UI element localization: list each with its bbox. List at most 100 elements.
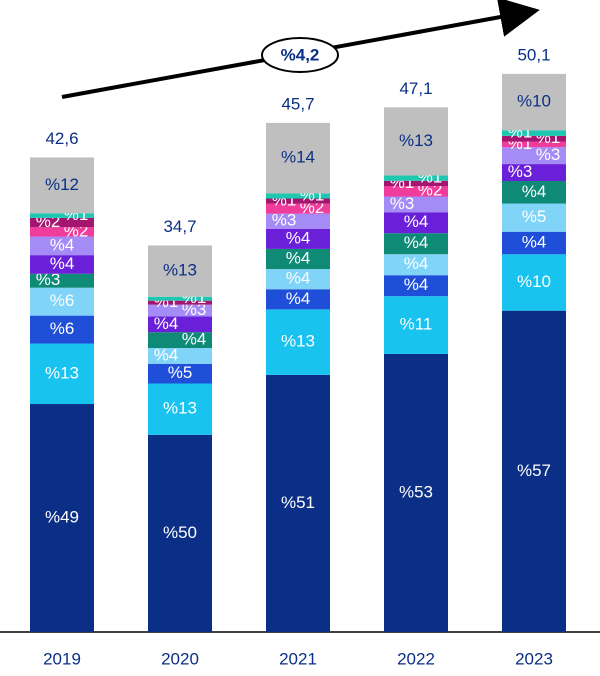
segment-label: %4: [154, 314, 179, 333]
total-label: 34,7: [163, 217, 196, 236]
bar-segment: [266, 228, 330, 249]
bar-segment: [266, 122, 330, 194]
bar-segment: [384, 175, 448, 181]
segment-label: %4: [286, 269, 311, 288]
bar-segment: [384, 107, 448, 176]
segment-label: %4: [50, 254, 75, 273]
bar-segment: [148, 316, 212, 333]
segment-label: %13: [163, 399, 197, 418]
x-tick-label: 2022: [397, 649, 435, 668]
segment-label: %4: [522, 232, 547, 251]
bar-segment: [148, 245, 212, 297]
segment-label: %57: [517, 461, 551, 480]
bar-segment: [502, 135, 566, 142]
segment-label: %3: [508, 162, 533, 181]
bar-segment: [502, 254, 566, 311]
bar-segment: [266, 374, 330, 632]
segment-label: %4: [286, 248, 311, 267]
bar-segment: [384, 196, 448, 213]
bar-segment: [502, 141, 566, 148]
bar-segment: [266, 309, 330, 375]
bar-segment: [502, 203, 566, 232]
x-tick-label: 2021: [279, 649, 317, 668]
bar-segment: [384, 275, 448, 297]
bar-segment: [266, 198, 330, 204]
segment-label: %14: [281, 148, 315, 167]
annotation-bubble: [261, 37, 339, 73]
bar-segment: [30, 213, 94, 218]
segment-label: %4: [50, 235, 75, 254]
segment-label: %13: [163, 261, 197, 280]
bar-segment: [384, 233, 448, 255]
segment-label: %10: [517, 92, 551, 111]
bar-segment: [30, 315, 94, 344]
bar-segment: [148, 363, 212, 384]
segment-label: %13: [45, 363, 79, 382]
bar-segment: [148, 300, 212, 305]
segment-label: %4: [404, 233, 429, 252]
segment-label: %49: [45, 507, 79, 526]
bar-segment: [30, 236, 94, 256]
bar-segment: [384, 212, 448, 234]
bar-segment: [30, 404, 94, 632]
bar-segment: [266, 203, 330, 214]
segment-label: %11: [400, 315, 433, 334]
bar-segment: [148, 296, 212, 301]
segment-label: %3: [272, 211, 297, 230]
bar-segment: [384, 180, 448, 187]
total-label: 47,1: [399, 79, 432, 98]
segment-label: %4: [154, 345, 179, 364]
bar-segment: [502, 147, 566, 165]
bar-segment: [30, 157, 94, 214]
bar-segment: [30, 343, 94, 405]
bar-segment: [384, 254, 448, 276]
bar-segment: [30, 273, 94, 288]
segment-label: %4: [286, 289, 311, 308]
bar-segment: [30, 255, 94, 274]
x-tick-label: 2020: [161, 649, 199, 668]
bar-segment: [502, 180, 566, 204]
bar-segment: [502, 231, 566, 255]
segment-label: %4: [286, 228, 311, 247]
bar-segment: [30, 217, 94, 228]
segment-label: %3: [536, 145, 561, 164]
bar-segment: [148, 332, 212, 348]
x-tick-label: 2019: [43, 649, 81, 668]
bar-segment: [148, 434, 212, 632]
bar-segment: [148, 304, 212, 317]
bar-segment: [266, 248, 330, 270]
segment-label: %53: [399, 482, 433, 501]
segment-label: %5: [522, 207, 547, 226]
segment-label: %6: [50, 291, 75, 310]
x-tick-label: 2023: [515, 649, 553, 668]
segment-label: %3: [390, 194, 415, 213]
segment-label: %13: [399, 131, 433, 150]
total-label: 45,7: [281, 94, 314, 113]
segment-label: %4: [404, 254, 429, 273]
segment-label: %13: [281, 332, 315, 351]
bar-segment: [502, 73, 566, 131]
bar-segment: [502, 164, 566, 181]
bar-segment: [384, 353, 448, 632]
segment-label: %3: [36, 270, 61, 289]
bar-segment: [266, 193, 330, 199]
segment-label: %5: [168, 363, 193, 382]
segment-label: %4: [182, 330, 207, 349]
segment-label: %50: [163, 523, 197, 542]
segment-label: %4: [404, 212, 429, 231]
segment-label: %4: [522, 182, 547, 201]
bar-segment: [384, 296, 448, 354]
bar-segment: [384, 186, 448, 197]
bar-segment: [266, 269, 330, 290]
segment-label: %51: [281, 493, 315, 512]
bar-segment: [502, 310, 566, 632]
bar-segment: [148, 383, 212, 435]
segment-label: %4: [404, 275, 429, 294]
bar-segment: [30, 287, 94, 316]
bar-segment: [30, 227, 94, 237]
segment-label: %12: [45, 175, 79, 194]
segment-label: %10: [517, 272, 551, 291]
segment-label: %6: [50, 319, 75, 338]
bar-segment: [148, 347, 212, 364]
